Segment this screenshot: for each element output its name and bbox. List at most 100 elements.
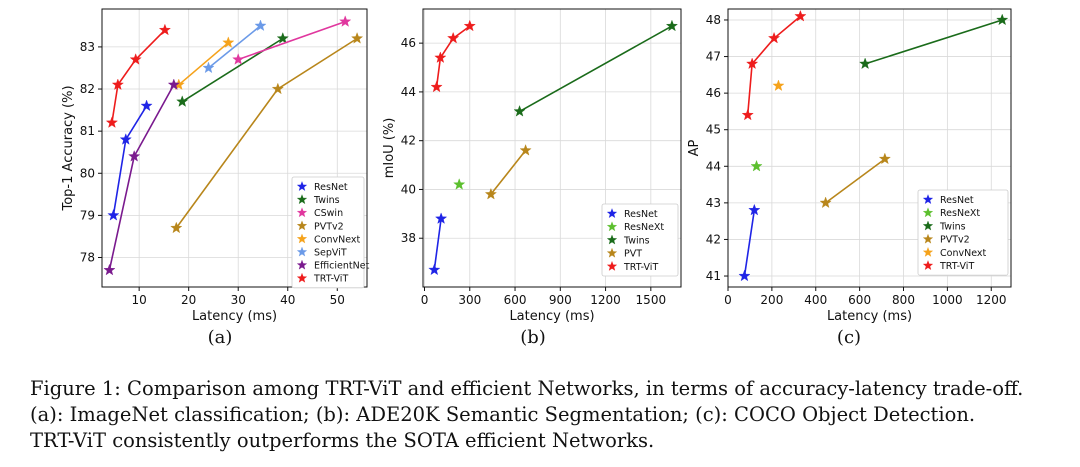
series-line-trt-vit [435, 25, 471, 88]
data-point-pvtv2 [351, 32, 364, 44]
y-tick-label: 44 [706, 159, 721, 173]
y-tick-label: 42 [401, 134, 416, 148]
data-point-resnet [107, 209, 120, 221]
data-point-trt-vit [158, 23, 171, 36]
x-axis-label: Latency (ms) [827, 309, 912, 324]
data-point-pvt [484, 187, 497, 200]
legend-label-trt-vit: TRT-ViT [313, 274, 348, 285]
data-point-pvt [519, 144, 532, 156]
legend-marker-twins [606, 234, 618, 245]
legend-box [291, 176, 365, 289]
x-tick-label: 1000 [932, 293, 963, 307]
y-tick-label: 42 [706, 232, 721, 246]
legend-label-pvtv2: PVTv2 [940, 235, 970, 246]
data-point-efficientnet [103, 263, 116, 276]
y-tick-label: 38 [401, 231, 416, 245]
legend-label-trt-vit: TRT-ViT [939, 261, 974, 272]
data-point-resnext [453, 178, 466, 190]
legend-marker-resnext [606, 221, 618, 232]
legend-label-convnext: ConvNext [314, 234, 360, 245]
data-point-trt-vit [129, 53, 142, 65]
data-point-resnet [748, 203, 761, 216]
series-line-twins [519, 25, 673, 113]
x-tick-label: 1200 [976, 293, 1007, 307]
x-tick-label: 50 [330, 293, 345, 307]
series-line-pvtv2 [825, 158, 886, 204]
x-tick-label: 200 [760, 293, 783, 307]
x-tick-label: 1200 [590, 293, 621, 307]
legend-label-convnext: ConvNext [940, 248, 986, 259]
legend-label-efficientnet: EfficientNet [314, 261, 370, 272]
legend-label-resnext: ResNeXt [940, 208, 980, 219]
series-line-trt-vit [111, 29, 166, 123]
chart-a: 10 20 30 40 50 78 79 80 81 82 83 Latency (ms) Top-1 … [61, 8, 370, 348]
legend-marker-trt-vit [922, 260, 934, 270]
y-tick-label: 48 [706, 13, 721, 27]
data-point-trt-vit [434, 51, 447, 63]
legend-marker-efficientnet [296, 259, 308, 270]
data-point-twins [996, 13, 1009, 26]
data-point-cswin [339, 15, 352, 27]
data-point-trt-vit [794, 9, 807, 22]
series-line-pvt [490, 149, 527, 195]
data-point-resnet [140, 99, 153, 112]
x-tick-label: 40 [280, 293, 295, 307]
x-tick-label: 20 [181, 293, 196, 307]
x-tick-label: 30 [231, 293, 246, 307]
panel-label: (c) [837, 327, 861, 348]
series-line-resnet [743, 210, 756, 277]
y-tick-label: 80 [80, 166, 95, 180]
series-line-cswin [237, 20, 346, 61]
data-point-resnet [738, 269, 751, 282]
data-point-efficientnet [167, 78, 180, 90]
plot-frame [422, 8, 682, 288]
x-tick-label: 10 [132, 293, 147, 307]
caption-line-1: Figure 1: Comparison among TRT-ViT and e… [30, 377, 1024, 400]
series-line-sepvit [207, 25, 262, 69]
x-tick-label: 1500 [636, 293, 667, 307]
legend-marker-resnet [606, 208, 618, 218]
legend-label-twins: Twins [939, 221, 966, 232]
legend-box [601, 203, 679, 277]
y-tick-label: 82 [80, 82, 95, 96]
y-tick-label: 43 [706, 196, 721, 210]
x-tick-label: 600 [504, 293, 527, 307]
x-tick-label: 300 [458, 293, 481, 307]
data-point-trt-vit [767, 31, 781, 44]
data-point-resnext [750, 159, 763, 172]
legend-marker-convnext [296, 233, 308, 244]
legend-marker-twins [296, 194, 308, 205]
legend-marker-cswin [296, 207, 308, 218]
y-axis-label: mIoU (%) [382, 118, 397, 179]
legend-label-trt-vit: TRT-ViT [623, 262, 658, 273]
legend-marker-trt-vit [296, 272, 308, 283]
legend-label-resnet: ResNet [314, 182, 348, 193]
y-tick-label: 44 [401, 85, 416, 99]
data-point-efficientnet [128, 150, 141, 162]
x-tick-label: 0 [724, 293, 732, 307]
x-axis-label: Latency (ms) [509, 309, 594, 324]
series-line-trt-vit [746, 15, 801, 116]
series-line-twins [864, 19, 1003, 65]
data-point-convnext [222, 36, 235, 48]
legend-box [917, 189, 1009, 276]
chart-b: 0 300 600 900 1200 1500 38 40 42 44 46 Latency (ms)… [382, 8, 682, 348]
legend-label-twins: Twins [623, 235, 650, 246]
data-point-convnext [772, 79, 785, 91]
y-tick-label: 79 [80, 208, 95, 222]
series-line-resnet [112, 105, 148, 216]
legend-marker-pvt [606, 247, 618, 258]
x-axis-label: Latency (ms) [192, 309, 277, 324]
legend-marker-resnext [922, 207, 934, 218]
legend-label-pvt: PVT [624, 249, 642, 260]
data-point-trt-vit [741, 108, 754, 121]
legend-label-resnet: ResNet [940, 195, 974, 206]
y-tick-label: 41 [706, 269, 721, 283]
data-point-resnet [435, 212, 448, 224]
caption-line-3: TRT-ViT consistently outperforms the SOT… [30, 429, 655, 452]
legend-marker-convnext [922, 246, 934, 257]
data-point-trt-vit [430, 80, 443, 93]
data-point-trt-vit [111, 78, 124, 90]
x-tick-label: 600 [848, 293, 871, 307]
